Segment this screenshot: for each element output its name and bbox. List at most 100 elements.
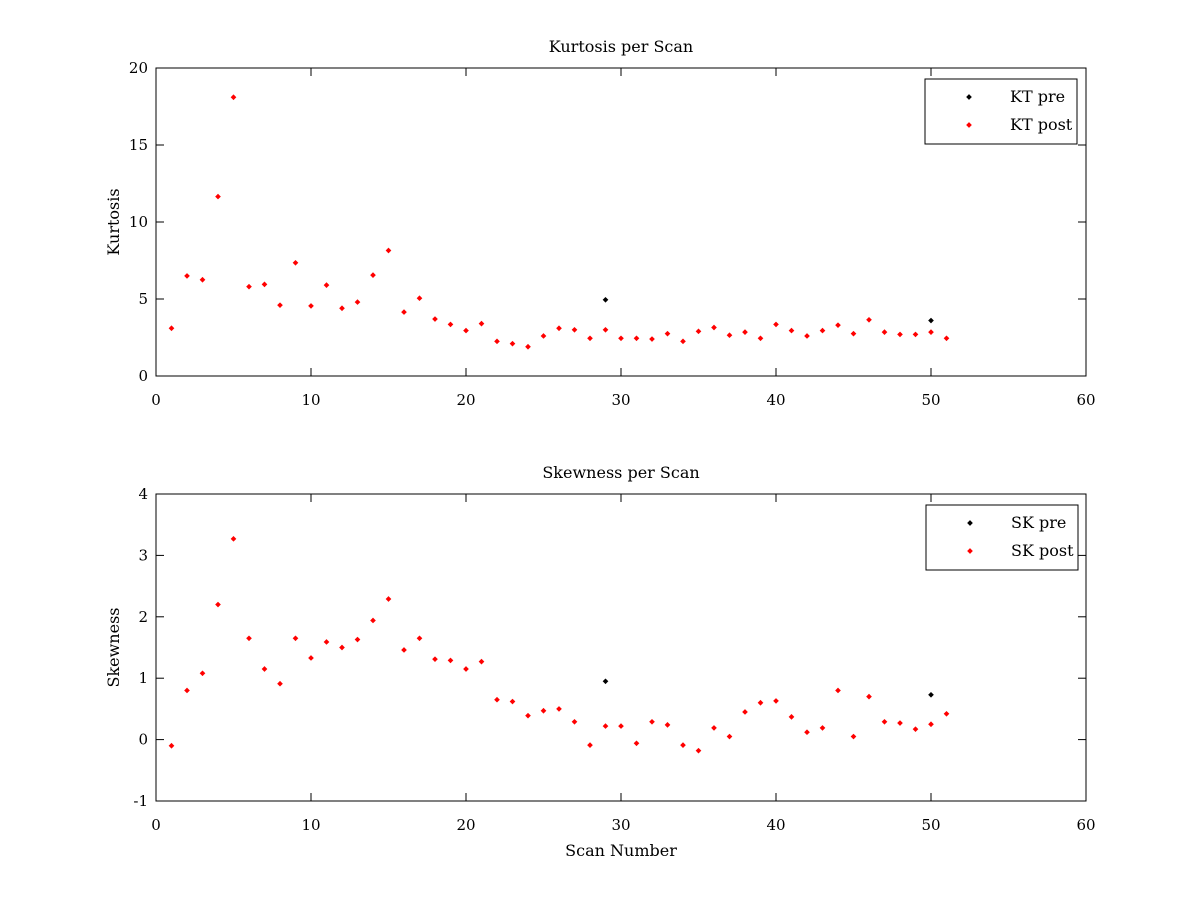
- kurtosis-legend-label: KT pre: [1010, 87, 1065, 106]
- skewness-post-point: [866, 693, 872, 700]
- skewness-legend-marker: [967, 520, 973, 526]
- kurtosis-y-tick-label: 0: [138, 367, 148, 385]
- skewness-post-point: [695, 747, 702, 754]
- kurtosis-post-point: [726, 332, 733, 339]
- skewness-post-point: [835, 687, 841, 694]
- skewness-post-point: [447, 657, 454, 664]
- skewness-y-tick-label: 2: [138, 608, 148, 626]
- skewness-pre-point: [928, 691, 934, 698]
- skewness-post-point: [370, 617, 376, 624]
- kurtosis-y-tick-label: 10: [129, 213, 148, 231]
- skewness-post-point: [292, 635, 299, 642]
- kurtosis-pre-point: [602, 296, 609, 303]
- skewness-post-point: [230, 535, 237, 542]
- kurtosis-post-point: [912, 331, 919, 338]
- skewness-post-point: [788, 714, 795, 720]
- skewness-post-point: [478, 658, 485, 665]
- skewness-post-point: [773, 698, 779, 704]
- kurtosis-post-point: [571, 326, 578, 333]
- skewness-post-point: [199, 670, 206, 677]
- kurtosis-x-tick-label: 0: [151, 391, 161, 409]
- kurtosis-pre-point: [928, 317, 934, 324]
- skewness-post-point: [277, 680, 283, 687]
- skewness-x-tick-label: 10: [301, 816, 320, 834]
- kurtosis-post-point: [928, 329, 934, 335]
- skewness-post-point: [928, 721, 934, 728]
- kurtosis-title: Kurtosis per Scan: [549, 37, 693, 56]
- kurtosis-post-point: [447, 321, 454, 328]
- kurtosis-post-point: [308, 303, 314, 309]
- skewness-post-point: [943, 710, 950, 717]
- kurtosis-post-point: [261, 281, 268, 288]
- skewness-post-point: [308, 655, 314, 661]
- kurtosis-legend-marker: [966, 94, 972, 100]
- skewness-y-tick-label: 4: [138, 485, 148, 503]
- kurtosis-post-point: [633, 335, 640, 342]
- kurtosis-post-point: [664, 330, 671, 337]
- kurtosis-post-point: [370, 272, 376, 278]
- kurtosis-post-point: [540, 333, 547, 339]
- kurtosis-x-tick-label: 40: [766, 391, 785, 409]
- skewness-x-tick-label: 20: [456, 816, 475, 834]
- skewness-x-tick-label: 50: [921, 816, 940, 834]
- skewness-legend-marker: [967, 548, 973, 554]
- kurtosis-legend-label: KT post: [1010, 115, 1073, 134]
- kurtosis-y-tick-label: 5: [138, 290, 148, 308]
- kurtosis-post-point: [525, 343, 531, 350]
- kurtosis-x-tick-label: 10: [301, 391, 320, 409]
- kurtosis-post-point: [556, 325, 562, 332]
- skewness-post-point: [339, 644, 345, 651]
- skewness-xlabel: Scan Number: [565, 841, 677, 860]
- skewness-post-point: [649, 718, 655, 725]
- skewness-post-point: [618, 723, 624, 729]
- skewness-x-tick-label: 30: [611, 816, 630, 834]
- kurtosis-post-point: [819, 327, 826, 334]
- kurtosis-post-point: [695, 328, 702, 335]
- skewness-post-point: [804, 729, 810, 736]
- kurtosis-post-point: [478, 320, 485, 327]
- kurtosis-post-point: [618, 335, 624, 342]
- skewness-post-point: [246, 635, 252, 642]
- skewness-post-point: [463, 666, 469, 672]
- skewness-post-point: [184, 687, 190, 694]
- kurtosis-post-point: [587, 335, 593, 342]
- kurtosis-x-tick-label: 60: [1076, 391, 1095, 409]
- skewness-post-point: [742, 709, 748, 715]
- kurtosis-post-point: [602, 326, 609, 333]
- skewness-y-tick-label: 1: [138, 669, 148, 687]
- skewness-post-point: [215, 601, 221, 608]
- kurtosis-post-point: [943, 335, 950, 342]
- skewness-post-point: [416, 635, 423, 642]
- skewness-legend-box: [925, 504, 1079, 571]
- kurtosis-post-point: [649, 336, 655, 342]
- kurtosis-post-point: [416, 295, 423, 302]
- skewness-ylabel: Skewness: [104, 607, 123, 687]
- kurtosis-legend-marker: [966, 122, 972, 128]
- skewness-legend: SK pre SK post: [925, 504, 1079, 571]
- skewness-post-point: [323, 639, 330, 645]
- kurtosis-legend-box: [924, 78, 1078, 145]
- skewness-post-point: [432, 656, 438, 662]
- skewness-post-point: [633, 740, 640, 747]
- skewness-legend-label: SK post: [1011, 541, 1074, 560]
- kurtosis-post-point: [385, 247, 392, 254]
- kurtosis-post-point: [432, 316, 438, 322]
- skewness-post-point: [494, 696, 500, 703]
- skewness-post-point: [881, 718, 888, 725]
- kurtosis-x-tick-label: 50: [921, 391, 940, 409]
- skewness-post-point: [850, 733, 857, 740]
- skewness-post-point: [261, 666, 268, 672]
- skewness-legend-label: SK pre: [1011, 513, 1066, 532]
- kurtosis-legend: KT pre KT post: [924, 78, 1078, 145]
- kurtosis-post-point: [509, 340, 516, 347]
- skewness-post-point: [385, 596, 392, 602]
- kurtosis-post-point: [742, 329, 748, 335]
- skewness-post-point: [726, 733, 733, 740]
- skewness-post-point: [680, 742, 686, 748]
- skewness-y-tick-label: -1: [133, 792, 148, 810]
- kurtosis-post-point: [897, 331, 903, 338]
- kurtosis-post-point: [292, 259, 299, 266]
- skewness-y-tick-label: 0: [138, 731, 148, 749]
- kurtosis-post-point: [463, 327, 469, 334]
